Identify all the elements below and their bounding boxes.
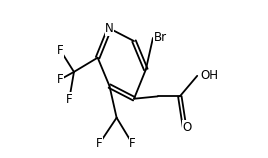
- Text: F: F: [57, 44, 64, 57]
- Text: F: F: [57, 73, 63, 86]
- Text: OH: OH: [200, 69, 218, 82]
- Text: O: O: [182, 121, 192, 134]
- Text: F: F: [66, 93, 73, 106]
- Text: F: F: [96, 137, 103, 150]
- Text: F: F: [129, 137, 136, 150]
- Text: Br: Br: [154, 31, 167, 44]
- Text: N: N: [105, 22, 114, 35]
